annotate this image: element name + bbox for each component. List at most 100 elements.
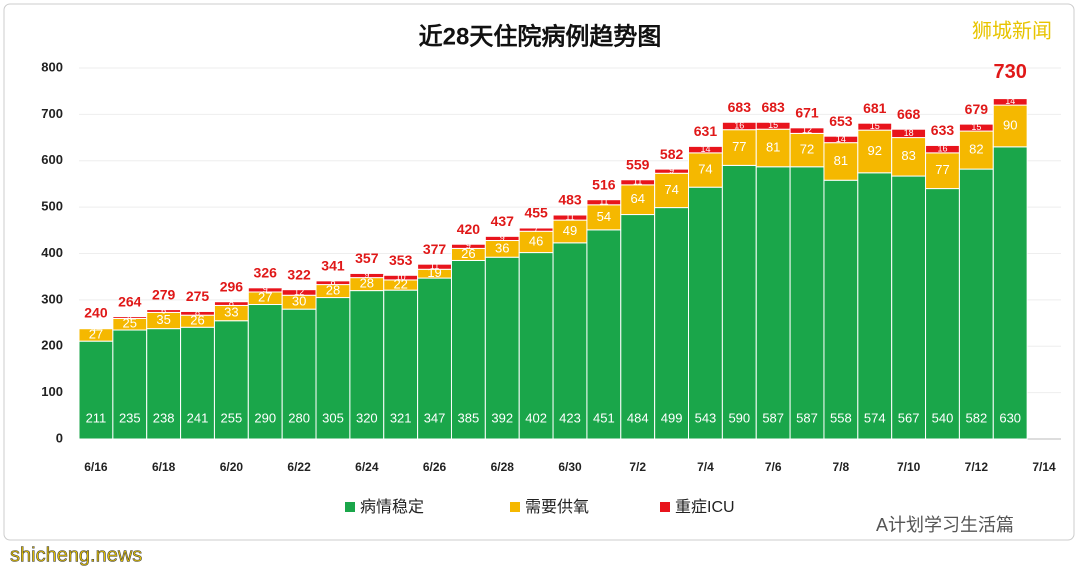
value-label: 72 — [800, 142, 814, 157]
value-label: 543 — [695, 410, 717, 425]
value-label: 290 — [254, 410, 276, 425]
x-tick-label: 7/12 — [965, 460, 989, 474]
value-label: 385 — [458, 410, 480, 425]
value-label: 14 — [700, 144, 710, 154]
x-tick-label: 7/6 — [765, 460, 782, 474]
legend-swatch — [345, 502, 355, 512]
value-label: 27 — [258, 290, 272, 305]
x-tick-label: 6/30 — [558, 460, 582, 474]
value-label: 16 — [734, 120, 744, 130]
value-label: 54 — [597, 209, 611, 224]
value-label: 4 — [127, 312, 132, 322]
value-label: 28 — [326, 283, 340, 298]
value-label: 36 — [495, 240, 509, 255]
bar-segment — [857, 122, 893, 131]
x-tick-label: 6/22 — [287, 460, 311, 474]
total-label: 683 — [761, 99, 785, 115]
total-label: 240 — [84, 304, 108, 320]
y-tick-label: 600 — [41, 152, 63, 167]
watermark: shicheng.news — [10, 544, 142, 566]
value-label: 211 — [86, 410, 107, 425]
x-tick-label: 6/16 — [84, 460, 108, 474]
value-label: 7 — [534, 224, 539, 234]
total-label: 455 — [524, 205, 548, 221]
x-tick-label: 6/28 — [491, 460, 515, 474]
bar-segment — [721, 129, 757, 166]
y-tick-label: 800 — [41, 59, 63, 74]
total-label: 559 — [626, 156, 650, 172]
value-label: 320 — [356, 410, 378, 425]
x-tick-label: 7/4 — [697, 460, 714, 474]
value-label: 26 — [190, 313, 204, 328]
bar-segment — [992, 98, 1028, 106]
total-label: 322 — [287, 266, 311, 282]
value-label: 11 — [599, 197, 608, 207]
value-label: 81 — [834, 153, 848, 168]
value-label: 9 — [669, 166, 674, 176]
total-label: 296 — [220, 278, 244, 294]
total-label: 483 — [558, 192, 582, 208]
value-label: 423 — [559, 410, 581, 425]
bar-segment — [721, 164, 757, 440]
total-label: 653 — [829, 113, 853, 129]
bar-segment — [823, 142, 859, 181]
value-label: 64 — [630, 191, 644, 206]
y-tick-label: 700 — [41, 106, 63, 121]
legend-swatch — [660, 502, 670, 512]
total-label: 357 — [355, 250, 379, 266]
bar-segment — [891, 175, 927, 440]
watermark: A计划学习生活篇 — [876, 515, 1014, 535]
value-label: 255 — [221, 410, 243, 425]
bar-segment — [518, 252, 554, 440]
x-tick-label: 7/2 — [629, 460, 646, 474]
value-label: 587 — [762, 410, 784, 425]
value-label: 11 — [430, 261, 439, 271]
bar-segment — [417, 277, 452, 440]
value-label: 499 — [661, 410, 683, 425]
value-label: 540 — [932, 410, 954, 425]
value-label: 26 — [461, 246, 475, 261]
x-tick-label: 7/10 — [897, 460, 921, 474]
value-label: 587 — [796, 410, 818, 425]
bar-segment — [789, 127, 825, 134]
bar-segment — [450, 259, 486, 440]
bar-segment — [620, 214, 656, 440]
legend-label: 需要供氧 — [525, 498, 589, 516]
bar-segment — [112, 329, 148, 440]
bar-segment — [552, 242, 588, 440]
total-label: 377 — [423, 241, 447, 257]
total-label: 353 — [389, 252, 413, 268]
value-label: 33 — [224, 305, 238, 320]
value-label: 8 — [195, 308, 200, 318]
bar-segment — [755, 121, 791, 130]
value-label: 77 — [732, 139, 746, 154]
value-label: 49 — [563, 223, 577, 238]
legend-label: 病情稳定 — [360, 498, 424, 516]
total-label: 679 — [965, 101, 989, 117]
y-tick-label: 0 — [56, 430, 63, 445]
value-label: 8 — [330, 277, 335, 287]
x-tick-label: 6/18 — [152, 460, 176, 474]
value-label: 83 — [901, 148, 915, 163]
bar-segment — [755, 166, 791, 440]
value-label: 14 — [836, 134, 846, 144]
x-tick-label: 7/8 — [833, 460, 850, 474]
value-label: 451 — [593, 410, 615, 425]
value-label: 582 — [965, 410, 987, 425]
value-label: 81 — [766, 139, 780, 154]
value-label: 6 — [161, 305, 166, 315]
value-label: 15 — [971, 122, 981, 132]
value-label: 11 — [565, 212, 574, 222]
bar-segment — [857, 172, 893, 440]
total-label: 264 — [118, 293, 142, 309]
y-tick-label: 200 — [41, 338, 63, 353]
value-label: 27 — [89, 326, 103, 341]
value-label: 11 — [633, 177, 642, 187]
bar-segment — [857, 129, 893, 174]
y-tick-label: 100 — [41, 384, 63, 399]
watermark: 狮城新闻 — [972, 19, 1052, 42]
total-label: 516 — [592, 176, 616, 192]
value-label: 392 — [491, 410, 513, 425]
